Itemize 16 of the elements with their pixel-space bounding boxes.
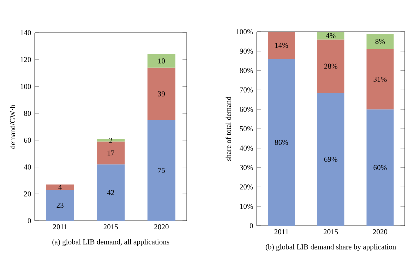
- bar: [97, 139, 125, 142]
- bar: [148, 54, 176, 68]
- bar: [46, 184, 74, 190]
- bar: [317, 93, 345, 226]
- bar: [366, 49, 394, 110]
- bar: [97, 164, 125, 221]
- bar: [317, 40, 345, 94]
- bar: [366, 110, 394, 226]
- bar: [148, 120, 176, 221]
- bar: [148, 68, 176, 120]
- bar: [366, 34, 394, 50]
- bar: [268, 59, 296, 226]
- bar: [317, 32, 345, 40]
- bar: [268, 32, 296, 60]
- bar: [46, 190, 74, 221]
- bar: [97, 142, 125, 165]
